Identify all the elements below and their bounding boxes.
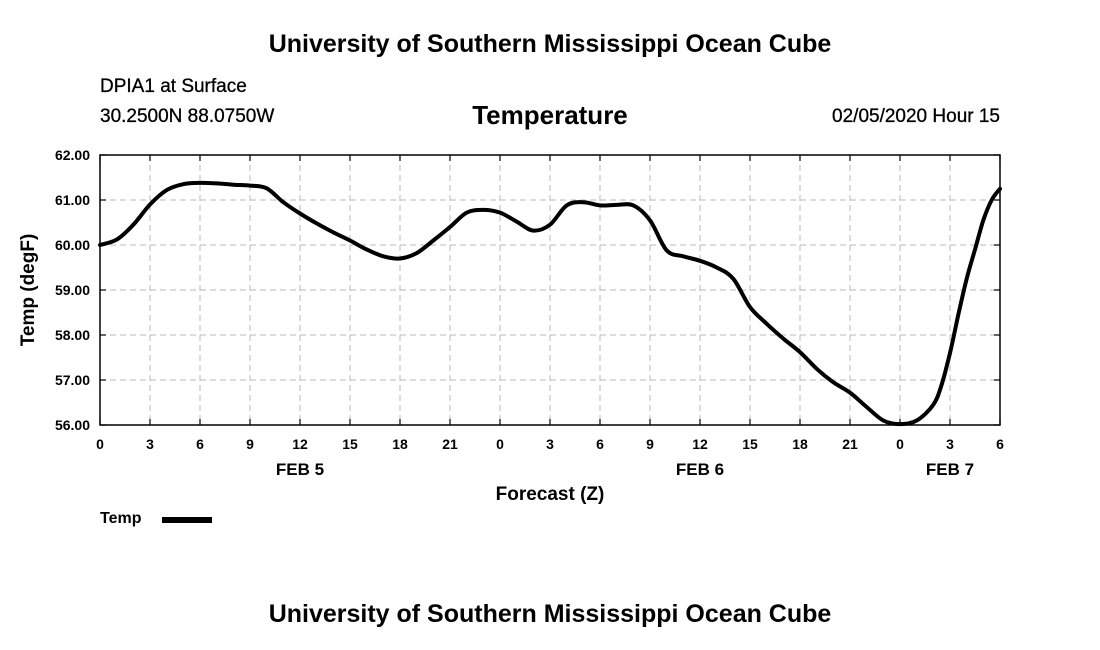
x-tick-label: 21 [842,436,858,452]
x-tick-label: 18 [392,436,408,452]
y-tick-label: 56.00 [55,417,90,433]
x-tick-label: 15 [342,436,358,452]
x-tick-label: 6 [996,436,1004,452]
x-tick-label: 6 [596,436,604,452]
legend-label: Temp [100,510,142,527]
x-tick-label: 15 [742,436,758,452]
station-name: DPIA1 at Surface [100,76,247,97]
y-tick-label: 60.00 [55,237,90,253]
chart-ticks: 0 3 6 9 12 15 18 21 0 3 6 9 12 15 18 21 0 3 6 56.00 57.00 58.… [55,147,1004,479]
station-coordinates: 30.2500N 88.0750W [100,106,275,127]
x-tick-label: 0 [896,436,904,452]
y-tick-label: 62.00 [55,147,90,163]
y-axis-label: Temp (degF) [18,234,39,347]
series-line-temp [98,180,1002,427]
footer-title: University of Southern Mississippi Ocean… [268,600,832,628]
x-tick-label: 6 [196,436,204,452]
x-tick-label: 12 [692,436,708,452]
x-tick-label: 3 [146,436,154,452]
forecast-datetime: 02/05/2020 Hour 15 [832,106,1000,127]
x-tick-label: 18 [792,436,808,452]
x-tick-label: 9 [646,436,654,452]
chart-grid [100,155,1000,425]
x-tick-label: 0 [496,436,504,452]
x-tick-label: 3 [546,436,554,452]
x-tick-label: 12 [292,436,308,452]
date-label: FEB 6 [676,460,724,479]
y-tick-label: 57.00 [55,372,90,388]
chart-title: Temperature [472,100,628,130]
y-tick-label: 59.00 [55,282,90,298]
page-title: University of Southern Mississippi Ocean… [268,30,832,58]
legend-swatch [162,517,212,523]
x-tick-label: 9 [246,436,254,452]
x-axis-label: Forecast (Z) [496,484,605,505]
x-tick-label: 3 [946,436,954,452]
x-tick-label: 21 [442,436,458,452]
date-label: FEB 5 [276,460,324,479]
y-tick-label: 61.00 [55,192,90,208]
y-tick-label: 58.00 [55,327,90,343]
date-label: FEB 7 [926,460,974,479]
series-layer [98,180,1002,427]
x-tick-label: 0 [96,436,104,452]
